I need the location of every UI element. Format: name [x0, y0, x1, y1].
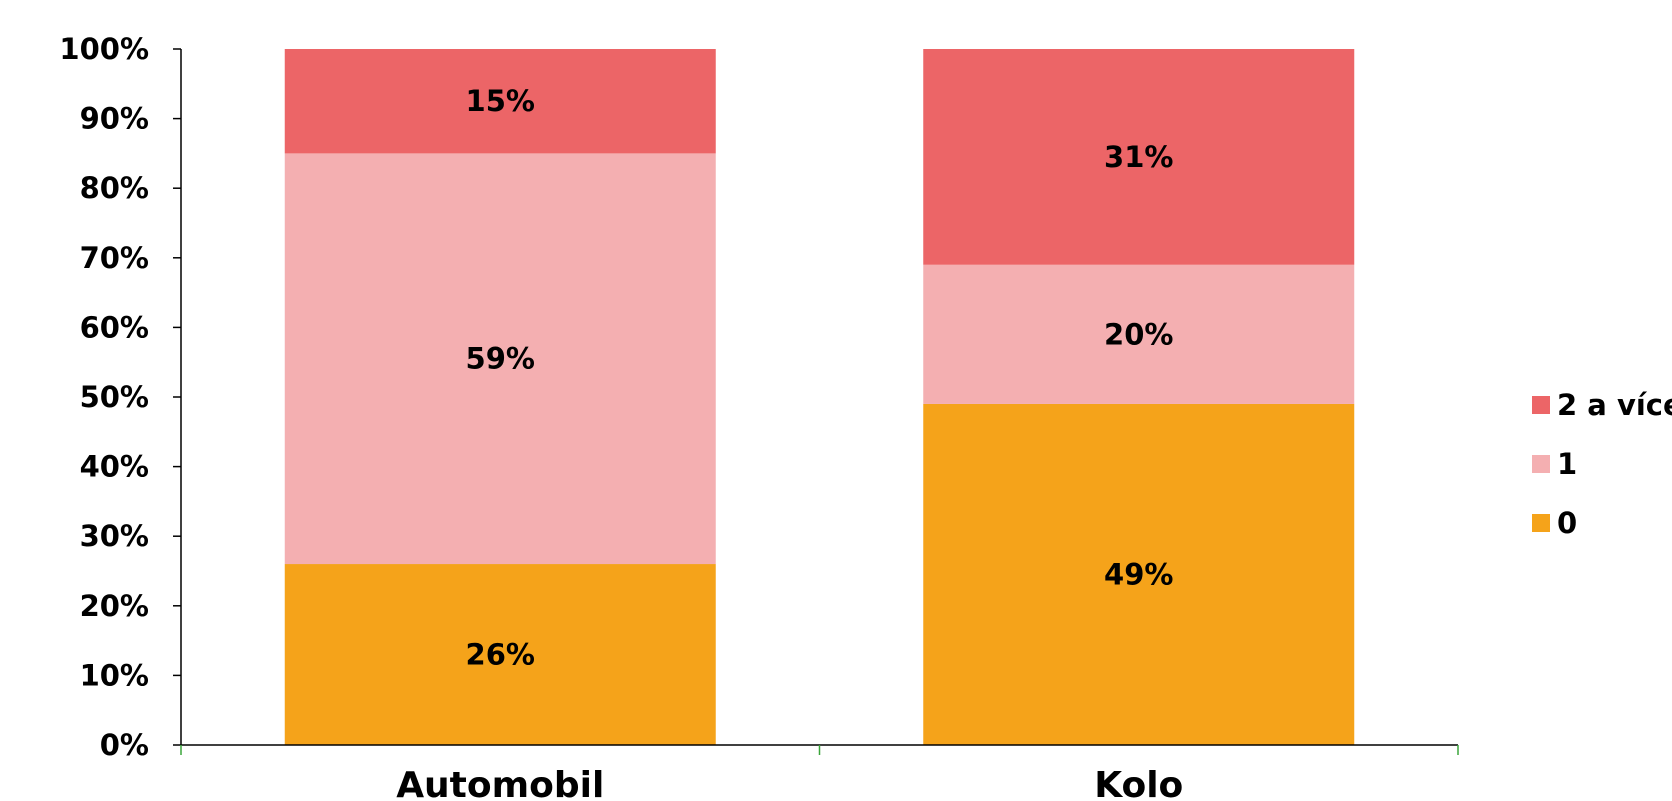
- bar-segment: [284, 49, 716, 154]
- data-label: 31%: [1104, 140, 1173, 174]
- y-tick-label: 40%: [80, 450, 149, 484]
- y-tick-label: 70%: [80, 241, 149, 275]
- legend-label: 2 a více: [1557, 388, 1672, 422]
- legend-swatch: [1532, 455, 1550, 473]
- legend-item: 0: [1532, 506, 1577, 540]
- bar-segment: [284, 153, 716, 565]
- data-label: 49%: [1104, 557, 1173, 591]
- bar-segment: [923, 49, 1355, 265]
- legend-label: 1: [1557, 447, 1577, 481]
- y-tick-label: 50%: [80, 380, 149, 414]
- y-tick-label: 10%: [80, 658, 149, 692]
- x-ticks-group: [180, 745, 1459, 755]
- legend-item: 1: [1532, 447, 1577, 481]
- y-tick-label: 0%: [100, 728, 149, 762]
- data-labels-group: 26% 59% 15% 49% 20% 31%: [466, 84, 1174, 671]
- y-tick-label: 100%: [59, 32, 149, 66]
- data-label: 26%: [466, 638, 535, 672]
- y-tick-label: 60%: [80, 310, 149, 344]
- y-tick-label: 90%: [80, 102, 149, 136]
- bars-group: [284, 49, 1355, 745]
- bar-segment: [923, 264, 1355, 404]
- x-labels-group: Automobil Kolo: [396, 765, 1183, 801]
- data-label: 20%: [1104, 317, 1173, 351]
- legend-label: 0: [1557, 506, 1577, 540]
- x-tick-label: Automobil: [396, 765, 604, 801]
- bar-segment: [284, 564, 716, 745]
- legend-swatch: [1532, 514, 1550, 532]
- y-tick-label: 30%: [80, 519, 149, 553]
- legend: 2 a více 1 0: [1532, 388, 1672, 540]
- y-tick-label: 80%: [80, 171, 149, 205]
- legend-swatch: [1532, 396, 1550, 414]
- legend-item: 2 a více: [1532, 388, 1672, 422]
- data-label: 15%: [466, 84, 535, 118]
- y-tick-label: 20%: [80, 589, 149, 623]
- bar-segment: [923, 403, 1355, 745]
- x-tick-label: Kolo: [1094, 765, 1183, 801]
- y-ticks-group: 0% 10% 20% 30% 40% 50% 60% 70% 80% 90% 100%: [59, 32, 181, 762]
- data-label: 59%: [466, 342, 535, 376]
